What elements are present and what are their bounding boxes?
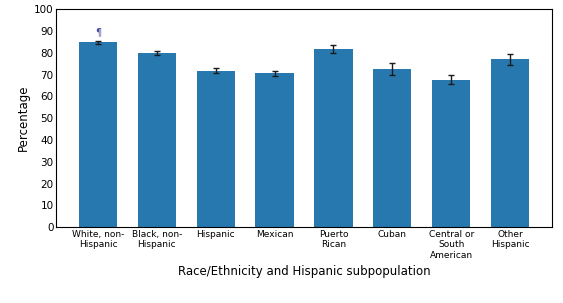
X-axis label: Race/Ethnicity and Hispanic subpopulation: Race/Ethnicity and Hispanic subpopulatio… <box>178 265 430 278</box>
Bar <box>373 69 412 227</box>
Bar <box>314 48 352 227</box>
Bar <box>256 73 294 227</box>
Bar <box>432 80 470 227</box>
Bar <box>196 71 235 227</box>
Bar <box>79 42 117 227</box>
Y-axis label: Percentage: Percentage <box>17 85 30 152</box>
Text: ¶: ¶ <box>95 28 101 38</box>
Bar <box>491 59 529 227</box>
Bar <box>138 53 176 227</box>
